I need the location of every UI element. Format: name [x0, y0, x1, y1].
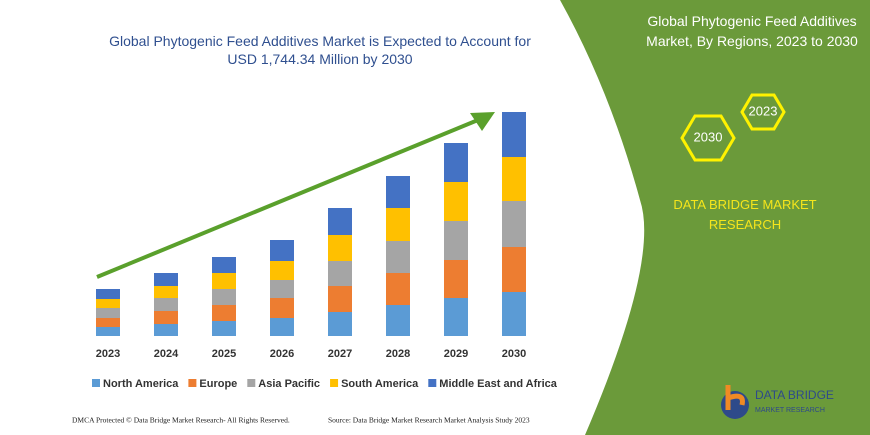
bar-segment — [212, 273, 236, 289]
bar-segment — [386, 208, 410, 241]
bar-segment — [502, 292, 526, 336]
logo-name: DATA BRIDGE — [755, 388, 834, 402]
legend-swatch — [92, 379, 100, 387]
bar-segment — [444, 260, 468, 298]
legend-swatch — [247, 379, 256, 387]
arrow-head — [470, 112, 495, 131]
hex-label: 2023 — [749, 103, 778, 118]
logo-tagline: MARKET RESEARCH — [755, 407, 825, 414]
bar-segment — [212, 289, 236, 305]
bar-segment — [502, 112, 526, 157]
bar-segment — [444, 182, 468, 221]
bar-segment — [96, 289, 120, 299]
panel-title: Global Phytogenic Feed Additives Market, … — [646, 13, 858, 49]
bar-segment — [96, 318, 120, 327]
legend-label: Europe — [199, 378, 237, 390]
bar-segment — [386, 273, 410, 305]
x-tick-label: 2023 — [96, 348, 120, 360]
bar-segment — [386, 241, 410, 273]
bar-segment — [212, 305, 236, 321]
bar-segment — [386, 176, 410, 208]
legend-label: Asia Pacific — [258, 378, 320, 390]
x-tick-label: 2026 — [270, 348, 294, 360]
bar-segment — [154, 286, 178, 298]
hexagon — [740, 93, 786, 131]
side-panel — [560, 0, 870, 435]
bar-segment — [270, 298, 294, 318]
hexagon — [680, 114, 736, 162]
bar-segment — [502, 201, 526, 247]
footer-left: DMCA Protected © Data Bridge Market Rese… — [72, 416, 290, 425]
bar-segment — [328, 208, 352, 235]
bar-segment — [328, 235, 352, 261]
bar-segment — [270, 318, 294, 336]
bar-segment — [444, 221, 468, 260]
bar-segment — [502, 157, 526, 201]
legend-label: North America — [103, 378, 179, 390]
x-tick-label: 2028 — [386, 348, 410, 360]
bar-segment — [96, 308, 120, 318]
bar-segment — [328, 286, 352, 312]
bar-segment — [96, 327, 120, 336]
chart-title: Global Phytogenic Feed Additives Market … — [109, 33, 531, 67]
bar-segment — [154, 298, 178, 311]
bar-segment — [270, 240, 294, 261]
bar-segment — [444, 298, 468, 336]
bar-segment — [328, 312, 352, 336]
legend-label: South America — [341, 378, 419, 390]
hex-label: 2030 — [694, 129, 723, 144]
bar-segment — [328, 261, 352, 286]
legend: North America Europe Asia Pacific South Ame… — [92, 378, 558, 390]
bar-segment — [444, 143, 468, 182]
bar-segment — [270, 261, 294, 280]
legend-swatch — [330, 379, 339, 387]
legend-swatch — [428, 379, 437, 387]
x-tick-label: 2029 — [444, 348, 468, 360]
bar-segment — [96, 299, 120, 308]
logo: DATA BRIDGE MARKET RESEARCH — [721, 385, 834, 419]
legend-swatch — [188, 379, 197, 387]
bar-segment — [154, 273, 178, 286]
growth-arrow — [96, 118, 479, 279]
bar-segment — [270, 280, 294, 298]
footer-right: Source: Data Bridge Market Research Mark… — [328, 416, 530, 425]
plot: 2023 2024 2025 2026 2027 2028 2029 2030 — [96, 112, 526, 360]
logo-mark — [725, 385, 745, 410]
legend-label: Middle East and Africa — [439, 378, 557, 390]
x-tick-label: 2027 — [328, 348, 352, 360]
bar-segment — [154, 324, 178, 336]
bar-segment — [212, 257, 236, 273]
bar-segment — [386, 305, 410, 336]
bar-segment — [154, 311, 178, 324]
x-tick-label: 2025 — [212, 348, 236, 360]
x-tick-label: 2024 — [154, 348, 179, 360]
bar-segment — [212, 321, 236, 336]
panel-brand: DATA BRIDGE MARKET RESEARCH — [673, 197, 816, 232]
bar-segment — [502, 247, 526, 292]
x-tick-label: 2030 — [502, 348, 526, 360]
